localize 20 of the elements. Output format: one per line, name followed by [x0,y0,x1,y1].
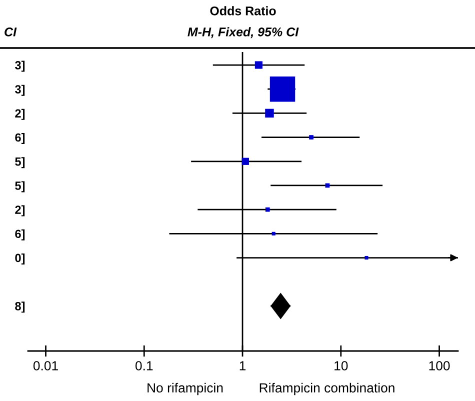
chart-title: Odds Ratio [210,6,276,16]
y-tick-label: 0] [15,253,25,264]
x-tick-label: 1 [240,361,246,370]
y-tick-label: 2] [15,108,25,120]
y-tick-label: 5] [15,157,25,168]
text: CI [4,28,17,36]
y-tick-label: 6] [15,229,25,240]
y-tick-label: 8] [15,302,25,313]
text: No rifampicin [148,382,223,396]
chart-subtitle: M-H, Fixed, 95% CI [188,27,299,38]
y-tick-label: 3] [15,60,25,72]
x-tick-label: 10 [334,361,348,370]
x-tick-label: 0.1 [135,361,153,370]
y-tick-label: 5] [15,181,25,192]
x-tick-label: 0.01 [33,361,58,370]
y-tick-label: 6] [15,133,25,144]
y-tick-label: 2] [15,205,25,216]
y-tick-label: 3] [15,84,25,96]
text: Rifampicin combination [260,382,394,396]
x-tick-label: 100 [429,361,450,370]
